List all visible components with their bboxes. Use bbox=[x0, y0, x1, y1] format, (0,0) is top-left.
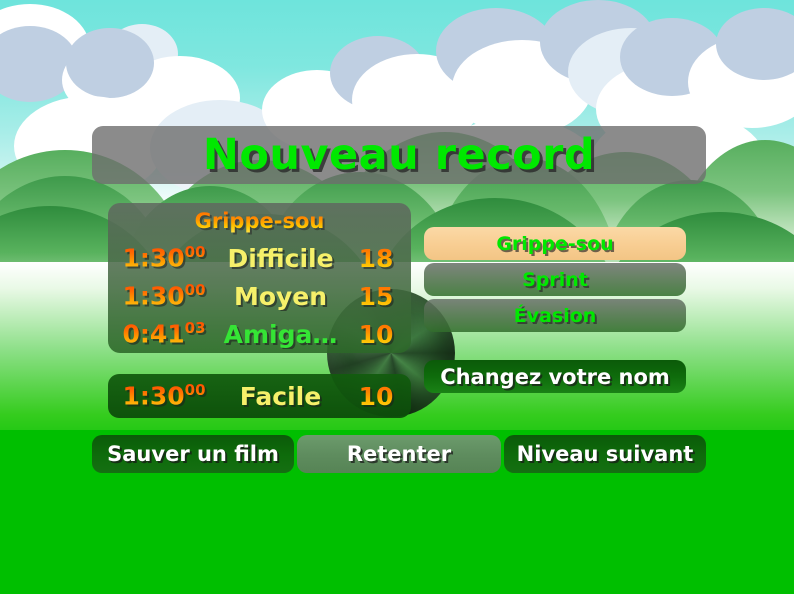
row-time-frac: 00 bbox=[184, 381, 206, 400]
change-name-label: Changez votre nom bbox=[440, 364, 670, 389]
row-time-frac: 00 bbox=[184, 243, 206, 262]
scoreboard-panel: Grippe-sou 1:3000 Difficile 18 1:3000 Mo… bbox=[108, 203, 411, 353]
row-time-frac: 00 bbox=[184, 281, 206, 300]
next-level-label: Niveau suivant bbox=[516, 442, 694, 466]
row-score: 10 bbox=[341, 382, 411, 411]
cloud-icon bbox=[66, 28, 154, 98]
row-mode: Difficile bbox=[227, 243, 334, 273]
row-mode: Moyen bbox=[233, 281, 328, 311]
row-time-main: 1:30 bbox=[122, 281, 185, 311]
row-time: 1:3000 bbox=[108, 243, 220, 272]
next-level-button[interactable]: Niveau suivant bbox=[504, 435, 706, 473]
row-mode: Amiga… bbox=[223, 319, 338, 349]
page-title: Nouveau record bbox=[202, 130, 596, 180]
row-mode: Facile bbox=[239, 381, 322, 411]
row-time-main: 1:30 bbox=[122, 381, 185, 411]
row-score: 10 bbox=[341, 320, 411, 349]
row-time-frac: 03 bbox=[184, 319, 206, 338]
table-row-current: 1:3000 Facile 10 bbox=[108, 377, 411, 415]
save-replay-label: Sauver un film bbox=[107, 442, 279, 466]
row-time-main: 0:41 bbox=[122, 319, 185, 349]
mode-menu-item-label: Sprint bbox=[522, 268, 588, 291]
table-row[interactable]: 0:4103 Amiga… 10 bbox=[108, 315, 411, 353]
bottom-action-bar: Sauver un film Retenter Niveau suivant bbox=[92, 435, 706, 473]
row-time: 0:4103 bbox=[108, 319, 220, 348]
row-time-main: 1:30 bbox=[122, 243, 185, 273]
change-name-button[interactable]: Changez votre nom bbox=[424, 360, 686, 393]
retry-label: Retenter bbox=[346, 442, 452, 466]
mode-menu-item-sprint[interactable]: Sprint bbox=[424, 263, 686, 296]
cloud-icon bbox=[716, 8, 794, 80]
title-panel: Nouveau record bbox=[92, 126, 706, 184]
current-score-panel[interactable]: 1:3000 Facile 10 bbox=[108, 374, 411, 418]
row-time: 1:3000 bbox=[108, 381, 220, 410]
save-replay-button[interactable]: Sauver un film bbox=[92, 435, 294, 473]
mode-menu-item-label: Évasion bbox=[513, 304, 597, 327]
retry-button[interactable]: Retenter bbox=[297, 435, 501, 473]
row-time: 1:3000 bbox=[108, 281, 220, 310]
table-row[interactable]: 1:3000 Difficile 18 bbox=[108, 239, 411, 277]
mode-menu-item-grippe-sou[interactable]: Grippe-sou bbox=[424, 227, 686, 260]
mode-menu: Grippe-sou Sprint Évasion bbox=[424, 227, 686, 335]
mode-menu-item-evasion[interactable]: Évasion bbox=[424, 299, 686, 332]
row-score: 15 bbox=[341, 282, 411, 311]
scoreboard-header: Grippe-sou bbox=[108, 209, 411, 233]
mode-menu-item-label: Grippe-sou bbox=[496, 232, 614, 255]
row-score: 18 bbox=[341, 244, 411, 273]
table-row[interactable]: 1:3000 Moyen 15 bbox=[108, 277, 411, 315]
